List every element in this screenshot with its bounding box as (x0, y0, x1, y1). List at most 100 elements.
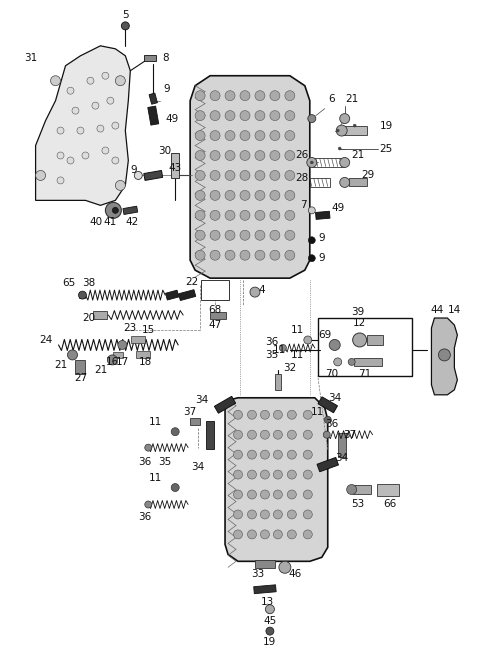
Polygon shape (36, 46, 130, 206)
Circle shape (240, 250, 250, 260)
Circle shape (274, 430, 282, 439)
Circle shape (261, 510, 269, 519)
Text: 12: 12 (353, 318, 366, 328)
Circle shape (240, 151, 250, 160)
Text: 43: 43 (168, 164, 181, 174)
Circle shape (353, 124, 356, 127)
Bar (310, 178, 330, 187)
Circle shape (303, 430, 312, 439)
Bar (318, 318, 412, 376)
Circle shape (195, 191, 205, 200)
Circle shape (210, 151, 220, 160)
Bar (315, 212, 330, 219)
Circle shape (210, 250, 220, 260)
Text: 42: 42 (126, 217, 139, 227)
Text: 66: 66 (383, 500, 396, 510)
Circle shape (50, 76, 60, 86)
Bar (132, 337, 145, 343)
Circle shape (255, 111, 265, 121)
Text: 11: 11 (149, 417, 162, 426)
Circle shape (303, 490, 312, 499)
Circle shape (303, 510, 312, 519)
Text: 30: 30 (159, 145, 172, 155)
Circle shape (108, 355, 117, 365)
Circle shape (288, 410, 296, 419)
Bar (179, 290, 196, 301)
Circle shape (261, 530, 269, 539)
Circle shape (308, 207, 315, 214)
Circle shape (112, 122, 119, 129)
Text: 46: 46 (288, 569, 301, 579)
Circle shape (270, 151, 280, 160)
Circle shape (145, 501, 152, 508)
Circle shape (57, 152, 64, 159)
Circle shape (279, 345, 287, 352)
Circle shape (285, 111, 295, 121)
Circle shape (102, 72, 109, 79)
Text: 49: 49 (331, 203, 344, 214)
Circle shape (274, 450, 282, 459)
Circle shape (107, 97, 114, 104)
Text: 65: 65 (62, 278, 75, 288)
Circle shape (248, 490, 256, 499)
Circle shape (112, 208, 119, 214)
Text: 36: 36 (325, 419, 338, 429)
Circle shape (240, 191, 250, 200)
Text: 23: 23 (124, 323, 137, 333)
Circle shape (303, 530, 312, 539)
Circle shape (347, 485, 357, 495)
Circle shape (308, 236, 315, 244)
Circle shape (285, 210, 295, 220)
Circle shape (210, 191, 220, 200)
Circle shape (340, 113, 350, 124)
Circle shape (303, 450, 312, 459)
Circle shape (210, 210, 220, 220)
Circle shape (303, 470, 312, 479)
Circle shape (324, 416, 331, 423)
Bar (338, 433, 346, 457)
Circle shape (102, 147, 109, 154)
Bar (215, 396, 236, 413)
Text: 24: 24 (39, 335, 52, 345)
Text: 35: 35 (265, 350, 278, 360)
Circle shape (77, 127, 84, 134)
Bar (354, 358, 382, 366)
Circle shape (225, 151, 235, 160)
Text: 9: 9 (163, 84, 170, 94)
Bar (144, 55, 156, 61)
Circle shape (285, 250, 295, 260)
Text: 20: 20 (82, 313, 95, 323)
Circle shape (285, 231, 295, 240)
Circle shape (261, 410, 269, 419)
Circle shape (310, 161, 313, 164)
Text: 5: 5 (122, 10, 129, 20)
Text: 9: 9 (318, 233, 325, 243)
Circle shape (261, 490, 269, 499)
Circle shape (72, 107, 79, 114)
Circle shape (270, 90, 280, 101)
Circle shape (353, 333, 367, 347)
Circle shape (266, 627, 274, 635)
Circle shape (308, 115, 316, 122)
Bar (312, 158, 344, 167)
Text: 22: 22 (185, 277, 199, 287)
Text: 9: 9 (318, 253, 325, 263)
Circle shape (255, 191, 265, 200)
Circle shape (336, 129, 339, 132)
Polygon shape (225, 398, 328, 561)
Circle shape (233, 450, 242, 459)
Circle shape (225, 170, 235, 180)
Circle shape (248, 450, 256, 459)
Circle shape (112, 157, 119, 164)
Text: 70: 70 (325, 369, 338, 379)
Circle shape (288, 510, 296, 519)
Circle shape (78, 291, 86, 299)
Circle shape (195, 90, 205, 101)
Circle shape (285, 191, 295, 200)
Circle shape (288, 450, 296, 459)
Text: 36: 36 (139, 457, 152, 466)
Circle shape (274, 470, 282, 479)
Text: 9: 9 (130, 166, 137, 176)
Circle shape (210, 90, 220, 101)
Circle shape (265, 605, 275, 614)
